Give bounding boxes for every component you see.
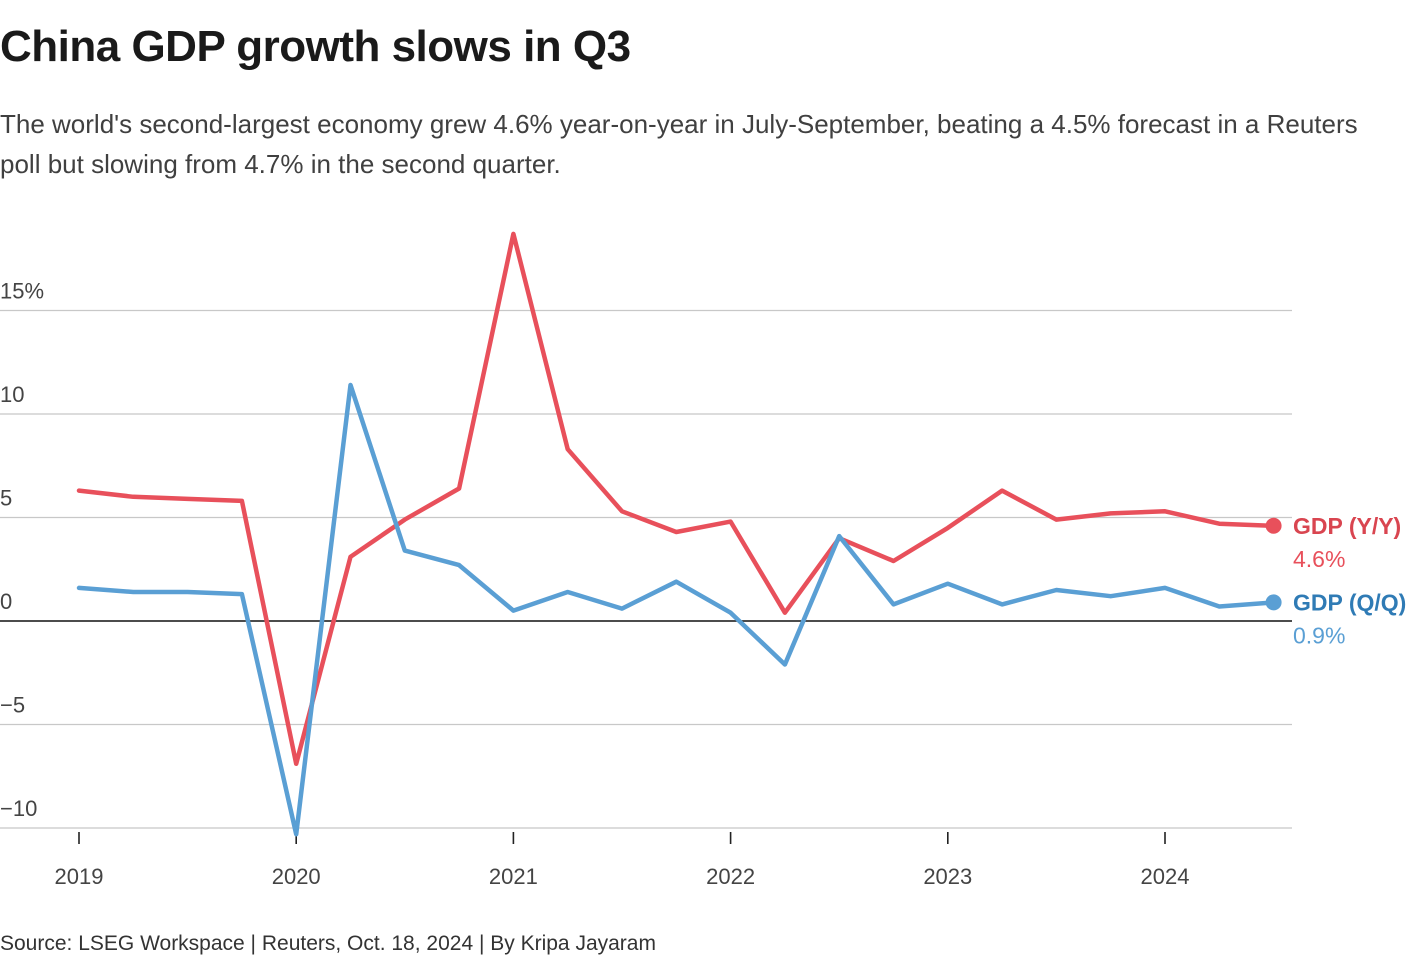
y-tick-label: 10 [0,382,24,407]
x-tick-label: 2019 [55,864,104,889]
y-tick-label: −10 [0,796,37,821]
end-point-marker [1265,594,1282,611]
series-line-yy [76,231,1276,767]
series-line-qq [76,382,1276,837]
series-end-value: 4.6% [1293,546,1345,572]
chart-subtitle: The world's second-largest economy grew … [0,109,1358,179]
series-end-value: 0.9% [1293,622,1345,648]
x-tick-label: 2023 [923,864,972,889]
y-tick-label: 5 [0,486,12,511]
x-tick-label: 2022 [706,864,755,889]
y-tick-label: 15% [0,279,44,304]
y-tick-label: −5 [0,693,25,718]
series-label: GDP (Q/Q) [1293,589,1406,615]
end-point-marker [1265,517,1282,534]
chart-title: China GDP growth slows in Q3 [0,22,631,71]
x-tick-label: 2020 [272,864,321,889]
series-label: GDP (Y/Y) [1293,513,1401,539]
y-tick-label: 0 [0,589,12,614]
x-tick-label: 2021 [489,864,538,889]
source-note: Source: LSEG Workspace | Reuters, Oct. 1… [0,932,656,955]
x-tick-label: 2024 [1141,864,1190,889]
